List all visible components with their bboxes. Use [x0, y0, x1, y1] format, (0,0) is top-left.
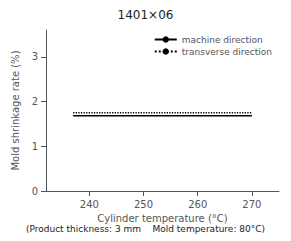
svg-text:2: 2	[32, 96, 38, 107]
svg-text:Mold shrinkage rate (%): Mold shrinkage rate (%)	[10, 50, 21, 170]
svg-text:machine direction: machine direction	[182, 35, 263, 45]
svg-text:transverse direction: transverse direction	[182, 47, 272, 57]
svg-text:240: 240	[80, 199, 99, 210]
svg-text:3: 3	[32, 51, 38, 62]
svg-text:(Product thickness: 3 mm Mo: (Product thickness: 3 mm Mold temperatur…	[26, 224, 265, 234]
svg-text:270: 270	[242, 199, 261, 210]
svg-text:Cylinder temperature (°C): Cylinder temperature (°C)	[97, 213, 228, 225]
svg-text:260: 260	[188, 199, 207, 210]
svg-text:1401×06: 1401×06	[118, 8, 174, 22]
svg-text:0: 0	[32, 186, 38, 197]
svg-text:250: 250	[134, 199, 153, 210]
svg-text:1: 1	[32, 141, 38, 152]
